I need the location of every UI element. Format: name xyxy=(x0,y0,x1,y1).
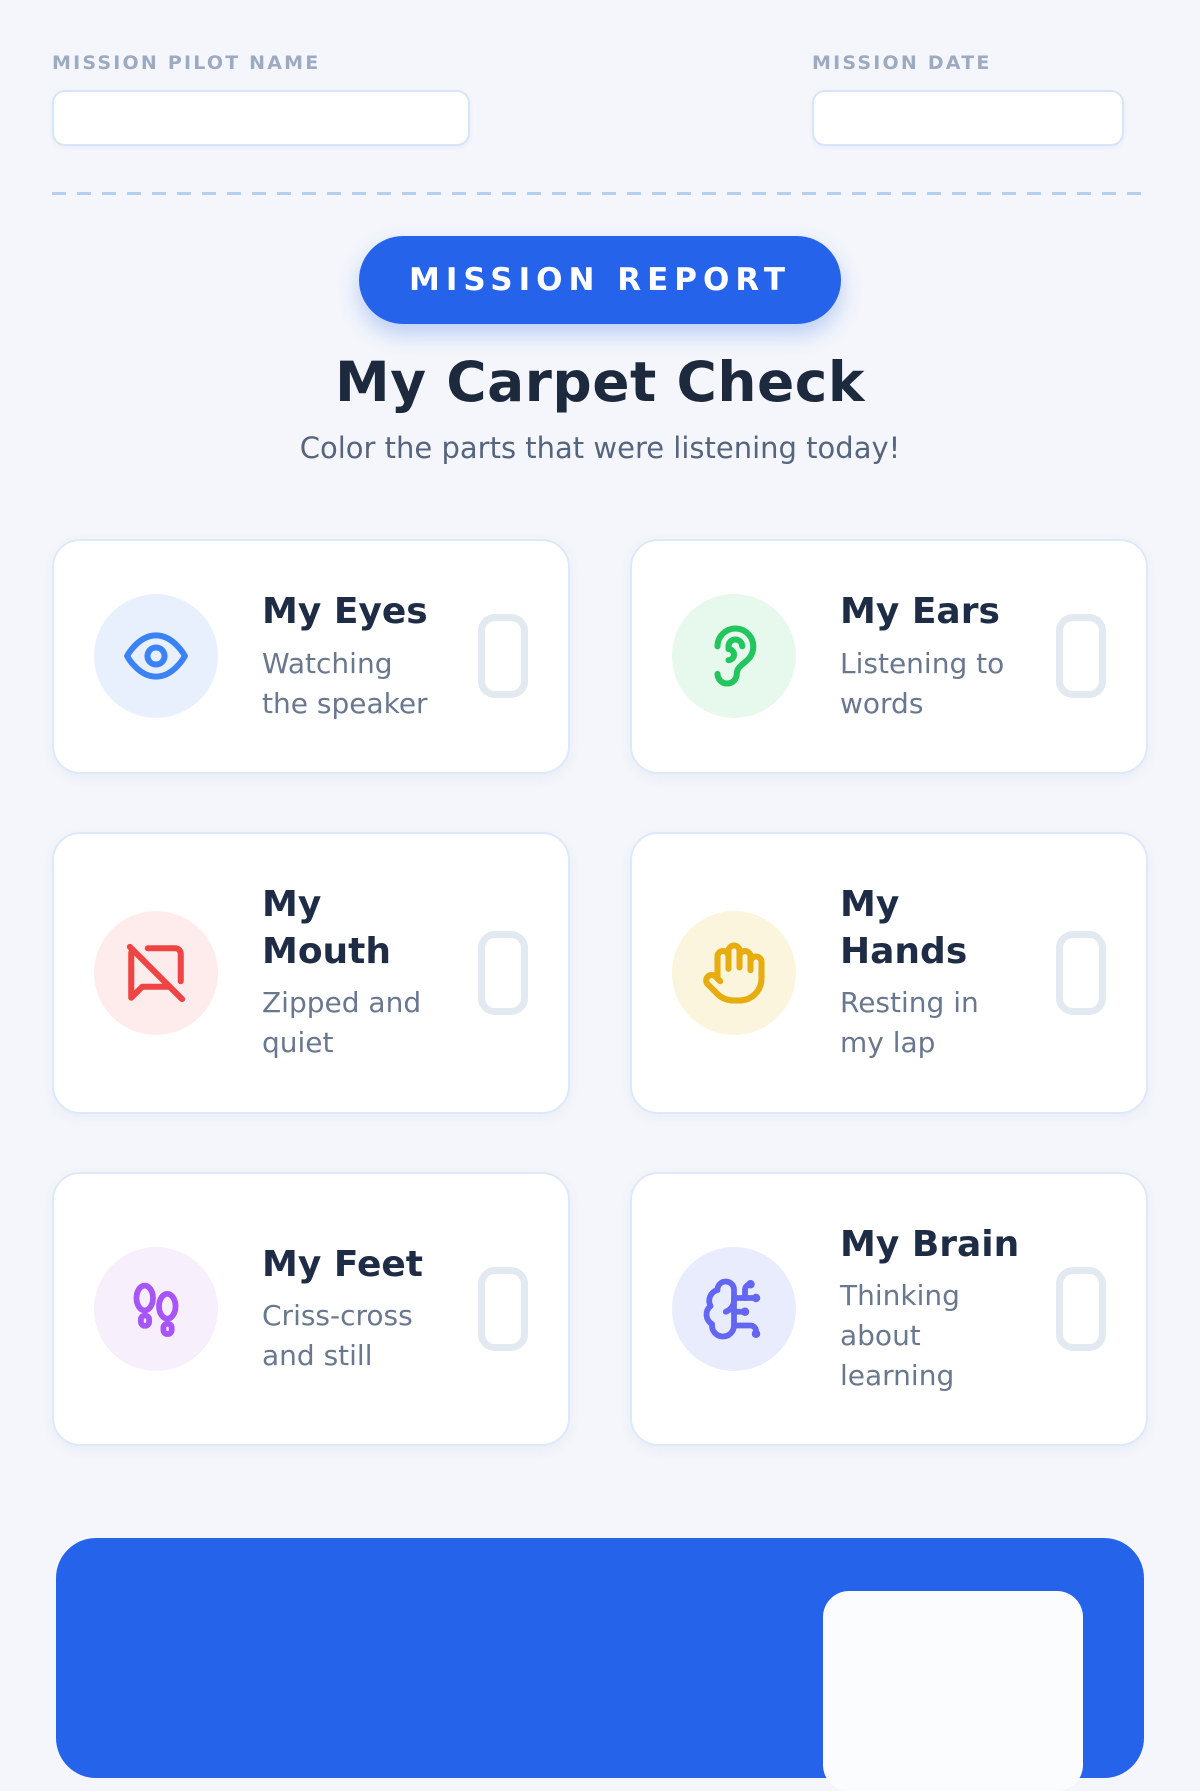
card-subtitle: Resting in my lap xyxy=(840,986,979,1060)
dashed-divider xyxy=(52,192,1148,195)
header-fields: MISSION PILOT NAME MISSION DATE xyxy=(52,52,1148,146)
card-title: My Hands xyxy=(840,883,968,972)
card-subtitle: Thinking about learning xyxy=(840,1279,960,1393)
report-header: MISSION REPORT My Carpet Check Color the… xyxy=(52,195,1148,465)
card-text: My Eyes Watching the speaker xyxy=(262,589,468,724)
checkbox-my-feet[interactable] xyxy=(478,1266,528,1351)
checkbox-my-eyes[interactable] xyxy=(478,614,528,699)
mission-date-input[interactable] xyxy=(812,90,1124,146)
footer-inner-card xyxy=(823,1591,1083,1791)
card-subtitle: Criss-cross and still xyxy=(262,1299,413,1373)
page-subtitle: Color the parts that were listening toda… xyxy=(299,431,901,465)
checkbox-my-ears[interactable] xyxy=(1056,614,1106,699)
hand-icon xyxy=(672,910,796,1035)
card-my-mouth: My Mouth Zipped and quiet xyxy=(52,831,570,1114)
card-text: My Brain Thinking about learning xyxy=(840,1222,1046,1397)
card-title: My Mouth xyxy=(262,883,392,972)
footer-panel xyxy=(56,1538,1144,1791)
card-text: My Mouth Zipped and quiet xyxy=(262,882,468,1064)
card-my-ears: My Ears Listening to words xyxy=(630,539,1148,774)
card-text: My Ears Listening to words xyxy=(840,589,1046,724)
card-title: My Feet xyxy=(262,1243,423,1285)
checkbox-my-brain[interactable] xyxy=(1056,1266,1106,1351)
brain-circuit-icon xyxy=(672,1246,796,1371)
card-my-eyes: My Eyes Watching the speaker xyxy=(52,539,570,774)
worksheet-content: MISSION PILOT NAME MISSION DATE MISSION … xyxy=(52,52,1148,1447)
pilot-name-label: MISSION PILOT NAME xyxy=(52,52,321,74)
checkbox-my-hands[interactable] xyxy=(1056,930,1106,1015)
card-text: My Feet Criss-cross and still xyxy=(262,1242,468,1377)
ear-icon xyxy=(672,594,796,719)
card-my-feet: My Feet Criss-cross and still xyxy=(52,1171,570,1447)
page-title: My Carpet Check xyxy=(335,350,865,414)
card-my-hands: My Hands Resting in my lap xyxy=(630,831,1148,1114)
card-title: My Brain xyxy=(840,1223,1020,1265)
pilot-name-input[interactable] xyxy=(52,90,470,146)
eye-icon xyxy=(94,594,218,719)
muted-speech-bubble-icon xyxy=(94,910,218,1035)
card-my-brain: My Brain Thinking about learning xyxy=(630,1171,1148,1447)
mission-date-label: MISSION DATE xyxy=(812,52,992,74)
card-text: My Hands Resting in my lap xyxy=(840,882,1046,1064)
card-subtitle: Zipped and quiet xyxy=(262,986,422,1060)
card-title: My Eyes xyxy=(262,591,428,632)
card-title: My Ears xyxy=(840,591,1000,632)
body-parts-grid: My Eyes Watching the speaker My Ears Lis… xyxy=(52,539,1148,1447)
checkbox-my-mouth[interactable] xyxy=(478,930,528,1015)
pilot-name-field-group: MISSION PILOT NAME xyxy=(52,52,470,146)
mission-report-badge: MISSION REPORT xyxy=(358,236,841,324)
card-subtitle: Watching the speaker xyxy=(262,646,428,720)
footprints-icon xyxy=(94,1246,218,1371)
card-subtitle: Listening to words xyxy=(840,646,1005,720)
mission-date-field-group: MISSION DATE xyxy=(812,52,1124,146)
